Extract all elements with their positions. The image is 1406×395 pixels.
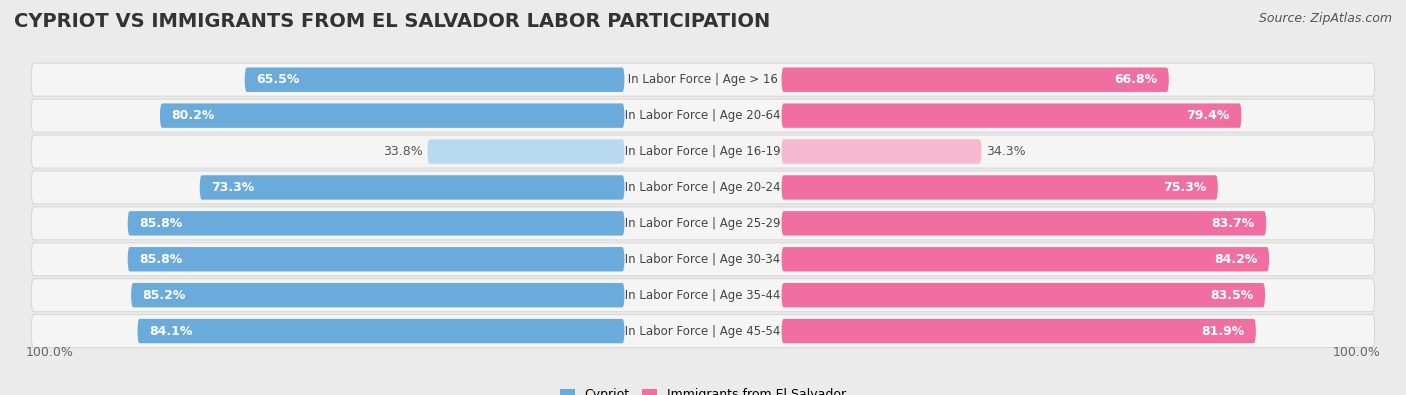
Text: 33.8%: 33.8% xyxy=(382,145,423,158)
FancyBboxPatch shape xyxy=(782,68,1168,92)
Text: 84.2%: 84.2% xyxy=(1215,253,1257,266)
FancyBboxPatch shape xyxy=(782,319,1256,343)
FancyBboxPatch shape xyxy=(31,99,1375,132)
FancyBboxPatch shape xyxy=(782,103,1241,128)
FancyBboxPatch shape xyxy=(782,247,1270,271)
FancyBboxPatch shape xyxy=(31,207,1375,240)
Text: 85.2%: 85.2% xyxy=(142,289,186,302)
FancyBboxPatch shape xyxy=(200,175,624,199)
FancyBboxPatch shape xyxy=(31,314,1375,348)
Text: CYPRIOT VS IMMIGRANTS FROM EL SALVADOR LABOR PARTICIPATION: CYPRIOT VS IMMIGRANTS FROM EL SALVADOR L… xyxy=(14,12,770,31)
Text: 83.7%: 83.7% xyxy=(1212,217,1254,230)
Text: In Labor Force | Age 45-54: In Labor Force | Age 45-54 xyxy=(621,325,785,338)
Text: In Labor Force | Age > 16: In Labor Force | Age > 16 xyxy=(624,73,782,86)
FancyBboxPatch shape xyxy=(31,278,1375,312)
Text: Source: ZipAtlas.com: Source: ZipAtlas.com xyxy=(1258,12,1392,25)
Text: In Labor Force | Age 35-44: In Labor Force | Age 35-44 xyxy=(621,289,785,302)
FancyBboxPatch shape xyxy=(128,247,624,271)
Text: 81.9%: 81.9% xyxy=(1201,325,1244,338)
FancyBboxPatch shape xyxy=(31,243,1375,276)
FancyBboxPatch shape xyxy=(782,139,981,164)
Text: 65.5%: 65.5% xyxy=(256,73,299,86)
FancyBboxPatch shape xyxy=(245,68,624,92)
Text: 100.0%: 100.0% xyxy=(25,346,73,359)
Text: 85.8%: 85.8% xyxy=(139,217,183,230)
Text: 75.3%: 75.3% xyxy=(1163,181,1206,194)
FancyBboxPatch shape xyxy=(782,283,1265,307)
FancyBboxPatch shape xyxy=(138,319,624,343)
Text: In Labor Force | Age 30-34: In Labor Force | Age 30-34 xyxy=(621,253,785,266)
FancyBboxPatch shape xyxy=(31,171,1375,204)
FancyBboxPatch shape xyxy=(128,211,624,235)
Text: 73.3%: 73.3% xyxy=(211,181,254,194)
FancyBboxPatch shape xyxy=(31,63,1375,96)
Text: In Labor Force | Age 16-19: In Labor Force | Age 16-19 xyxy=(621,145,785,158)
Legend: Cypriot, Immigrants from El Salvador: Cypriot, Immigrants from El Salvador xyxy=(560,388,846,395)
Text: 84.1%: 84.1% xyxy=(149,325,193,338)
Text: 66.8%: 66.8% xyxy=(1114,73,1157,86)
FancyBboxPatch shape xyxy=(31,135,1375,168)
Text: In Labor Force | Age 20-64: In Labor Force | Age 20-64 xyxy=(621,109,785,122)
Text: 83.5%: 83.5% xyxy=(1211,289,1254,302)
FancyBboxPatch shape xyxy=(782,211,1267,235)
Text: 79.4%: 79.4% xyxy=(1187,109,1230,122)
FancyBboxPatch shape xyxy=(131,283,624,307)
Text: 34.3%: 34.3% xyxy=(986,145,1026,158)
Text: 100.0%: 100.0% xyxy=(1333,346,1381,359)
FancyBboxPatch shape xyxy=(782,175,1218,199)
Text: 80.2%: 80.2% xyxy=(172,109,215,122)
Text: 85.8%: 85.8% xyxy=(139,253,183,266)
Text: In Labor Force | Age 25-29: In Labor Force | Age 25-29 xyxy=(621,217,785,230)
FancyBboxPatch shape xyxy=(427,139,624,164)
FancyBboxPatch shape xyxy=(160,103,624,128)
Text: In Labor Force | Age 20-24: In Labor Force | Age 20-24 xyxy=(621,181,785,194)
